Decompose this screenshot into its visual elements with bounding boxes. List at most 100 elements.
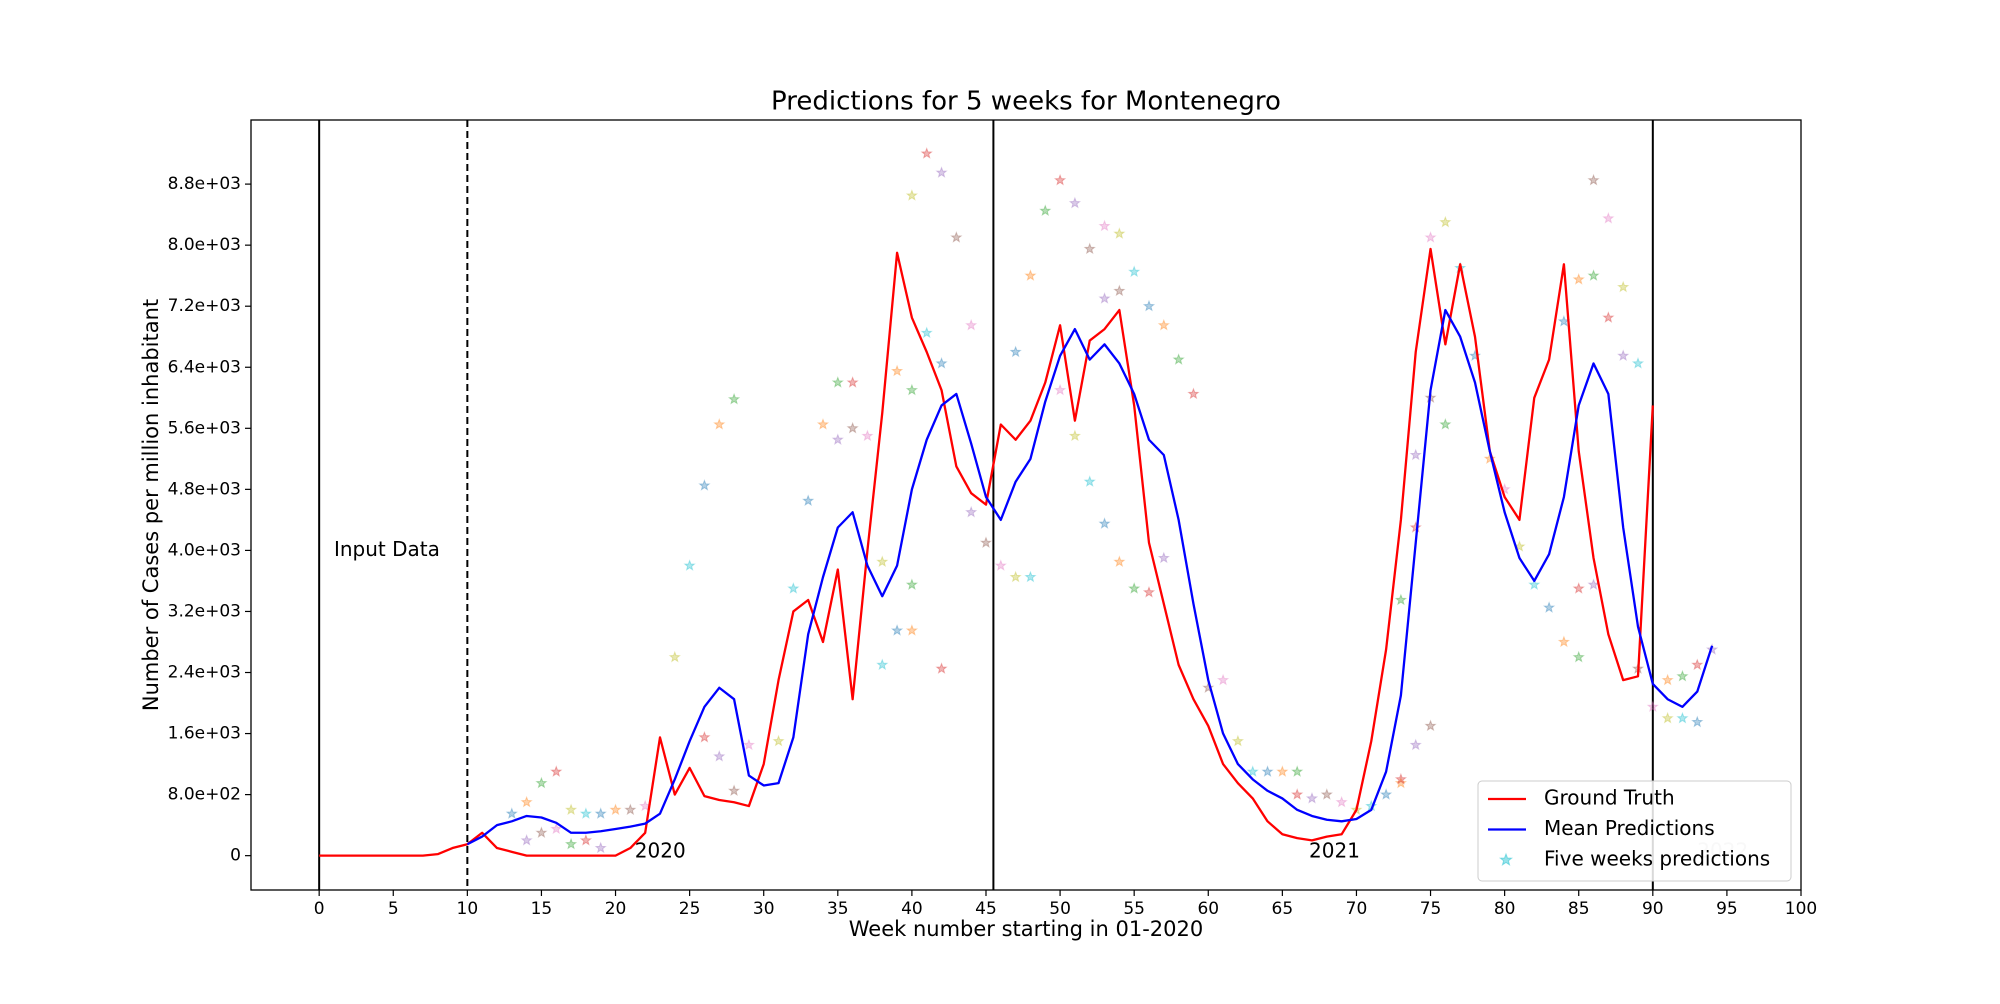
prediction-star [846, 421, 859, 434]
x-tick-label: 25 [679, 899, 701, 919]
prediction-star [1409, 521, 1422, 533]
prediction-star [713, 418, 726, 430]
prediction-star [979, 536, 993, 548]
prediction-star [1039, 204, 1052, 217]
y-axis-label: Number of Cases per million inhabitant [139, 299, 163, 711]
prediction-star [1024, 570, 1037, 583]
annotation: 2020 [635, 838, 686, 862]
y-tick-label: 8.8e+03 [168, 174, 241, 194]
y-tick-label: 1.6e+03 [168, 724, 241, 744]
x-tick-label: 40 [901, 899, 923, 919]
prediction-star [1528, 578, 1541, 590]
prediction-star [1557, 635, 1571, 648]
prediction-star [1157, 551, 1170, 564]
prediction-star [876, 658, 889, 671]
x-tick-label: 45 [975, 899, 997, 919]
prediction-star [1587, 269, 1600, 281]
prediction-star [876, 555, 889, 568]
y-tick-label: 4.8e+03 [168, 479, 241, 499]
prediction-star [1098, 292, 1111, 304]
prediction-star [579, 833, 593, 846]
prediction-star [920, 147, 933, 159]
prediction-star [1379, 788, 1393, 800]
prediction-star [698, 479, 711, 491]
y-tick-label: 6.4e+03 [168, 357, 241, 377]
prediction-star [520, 833, 533, 846]
y-tick-label: 8.0e+03 [168, 235, 241, 255]
prediction-star [1009, 345, 1022, 358]
prediction-star [1113, 284, 1126, 297]
prediction-star [1024, 269, 1037, 281]
y-tick-label: 2.4e+03 [168, 663, 241, 683]
prediction-star [905, 189, 919, 201]
prediction-star [920, 326, 933, 339]
prediction-star [1187, 387, 1200, 400]
prediction-star [1691, 658, 1704, 671]
prediction-star [1142, 585, 1156, 598]
prediction-star [816, 418, 830, 430]
prediction-star [965, 318, 978, 331]
x-tick-label: 100 [1785, 899, 1817, 919]
prediction-star [505, 807, 518, 819]
prediction-star [742, 738, 756, 751]
x-tick-label: 70 [1346, 899, 1368, 919]
prediction-star [1602, 212, 1615, 224]
prediction-star [1394, 772, 1408, 785]
prediction-star [905, 624, 919, 636]
prediction-star [1231, 734, 1245, 747]
prediction-star [1602, 311, 1615, 323]
x-tick-label: 95 [1716, 899, 1738, 919]
plot-frame [250, 119, 1802, 891]
prediction-star [1394, 593, 1408, 606]
prediction-star [1572, 273, 1585, 285]
prediction-star [1053, 383, 1067, 396]
prediction-star [520, 795, 533, 808]
prediction-star [1098, 517, 1111, 529]
prediction-star [1291, 765, 1304, 777]
x-tick-label: 90 [1642, 899, 1664, 919]
prediction-star [802, 494, 815, 507]
prediction-star [1157, 318, 1170, 331]
prediction-star [935, 166, 948, 178]
y-tick-label: 5.6e+03 [168, 418, 241, 438]
prediction-star [890, 624, 904, 636]
annotation: 2021 [1309, 838, 1360, 862]
y-tick-label: 3.2e+03 [168, 601, 241, 621]
x-tick-label: 20 [605, 899, 627, 919]
prediction-star [1646, 700, 1659, 713]
prediction-star [1291, 788, 1304, 800]
prediction-star [1691, 715, 1704, 728]
prediction-star [1216, 673, 1230, 686]
prediction-star [1409, 448, 1422, 461]
series-line [319, 247, 1654, 857]
prediction-star [772, 734, 785, 747]
prediction-star [1128, 265, 1141, 278]
prediction-star [1409, 738, 1422, 751]
prediction-star [1068, 196, 1082, 209]
prediction-star [535, 826, 548, 838]
prediction-star [550, 765, 563, 777]
prediction-star [1113, 555, 1126, 568]
prediction-star [594, 841, 607, 854]
prediction-star [1587, 578, 1600, 590]
prediction-star [683, 559, 696, 571]
x-tick-label: 75 [1420, 899, 1442, 919]
prediction-star [609, 803, 622, 816]
prediction-star [831, 433, 844, 445]
x-tick-label: 15 [531, 899, 553, 919]
legend-label: Five weeks predictions [1544, 847, 1770, 871]
prediction-star [564, 803, 578, 816]
y-tick-label: 4.0e+03 [168, 540, 241, 560]
prediction-star [1083, 242, 1096, 255]
prediction-star [1542, 601, 1556, 613]
legend-label: Mean Predictions [1544, 816, 1715, 840]
legend-marker [1498, 852, 1514, 867]
y-tick-label: 7.2e+03 [168, 296, 241, 316]
x-tick-label: 0 [314, 899, 325, 919]
x-tick-label: 10 [457, 899, 479, 919]
prediction-star [935, 662, 948, 674]
prediction-star [905, 383, 919, 396]
prediction-star [727, 392, 741, 405]
